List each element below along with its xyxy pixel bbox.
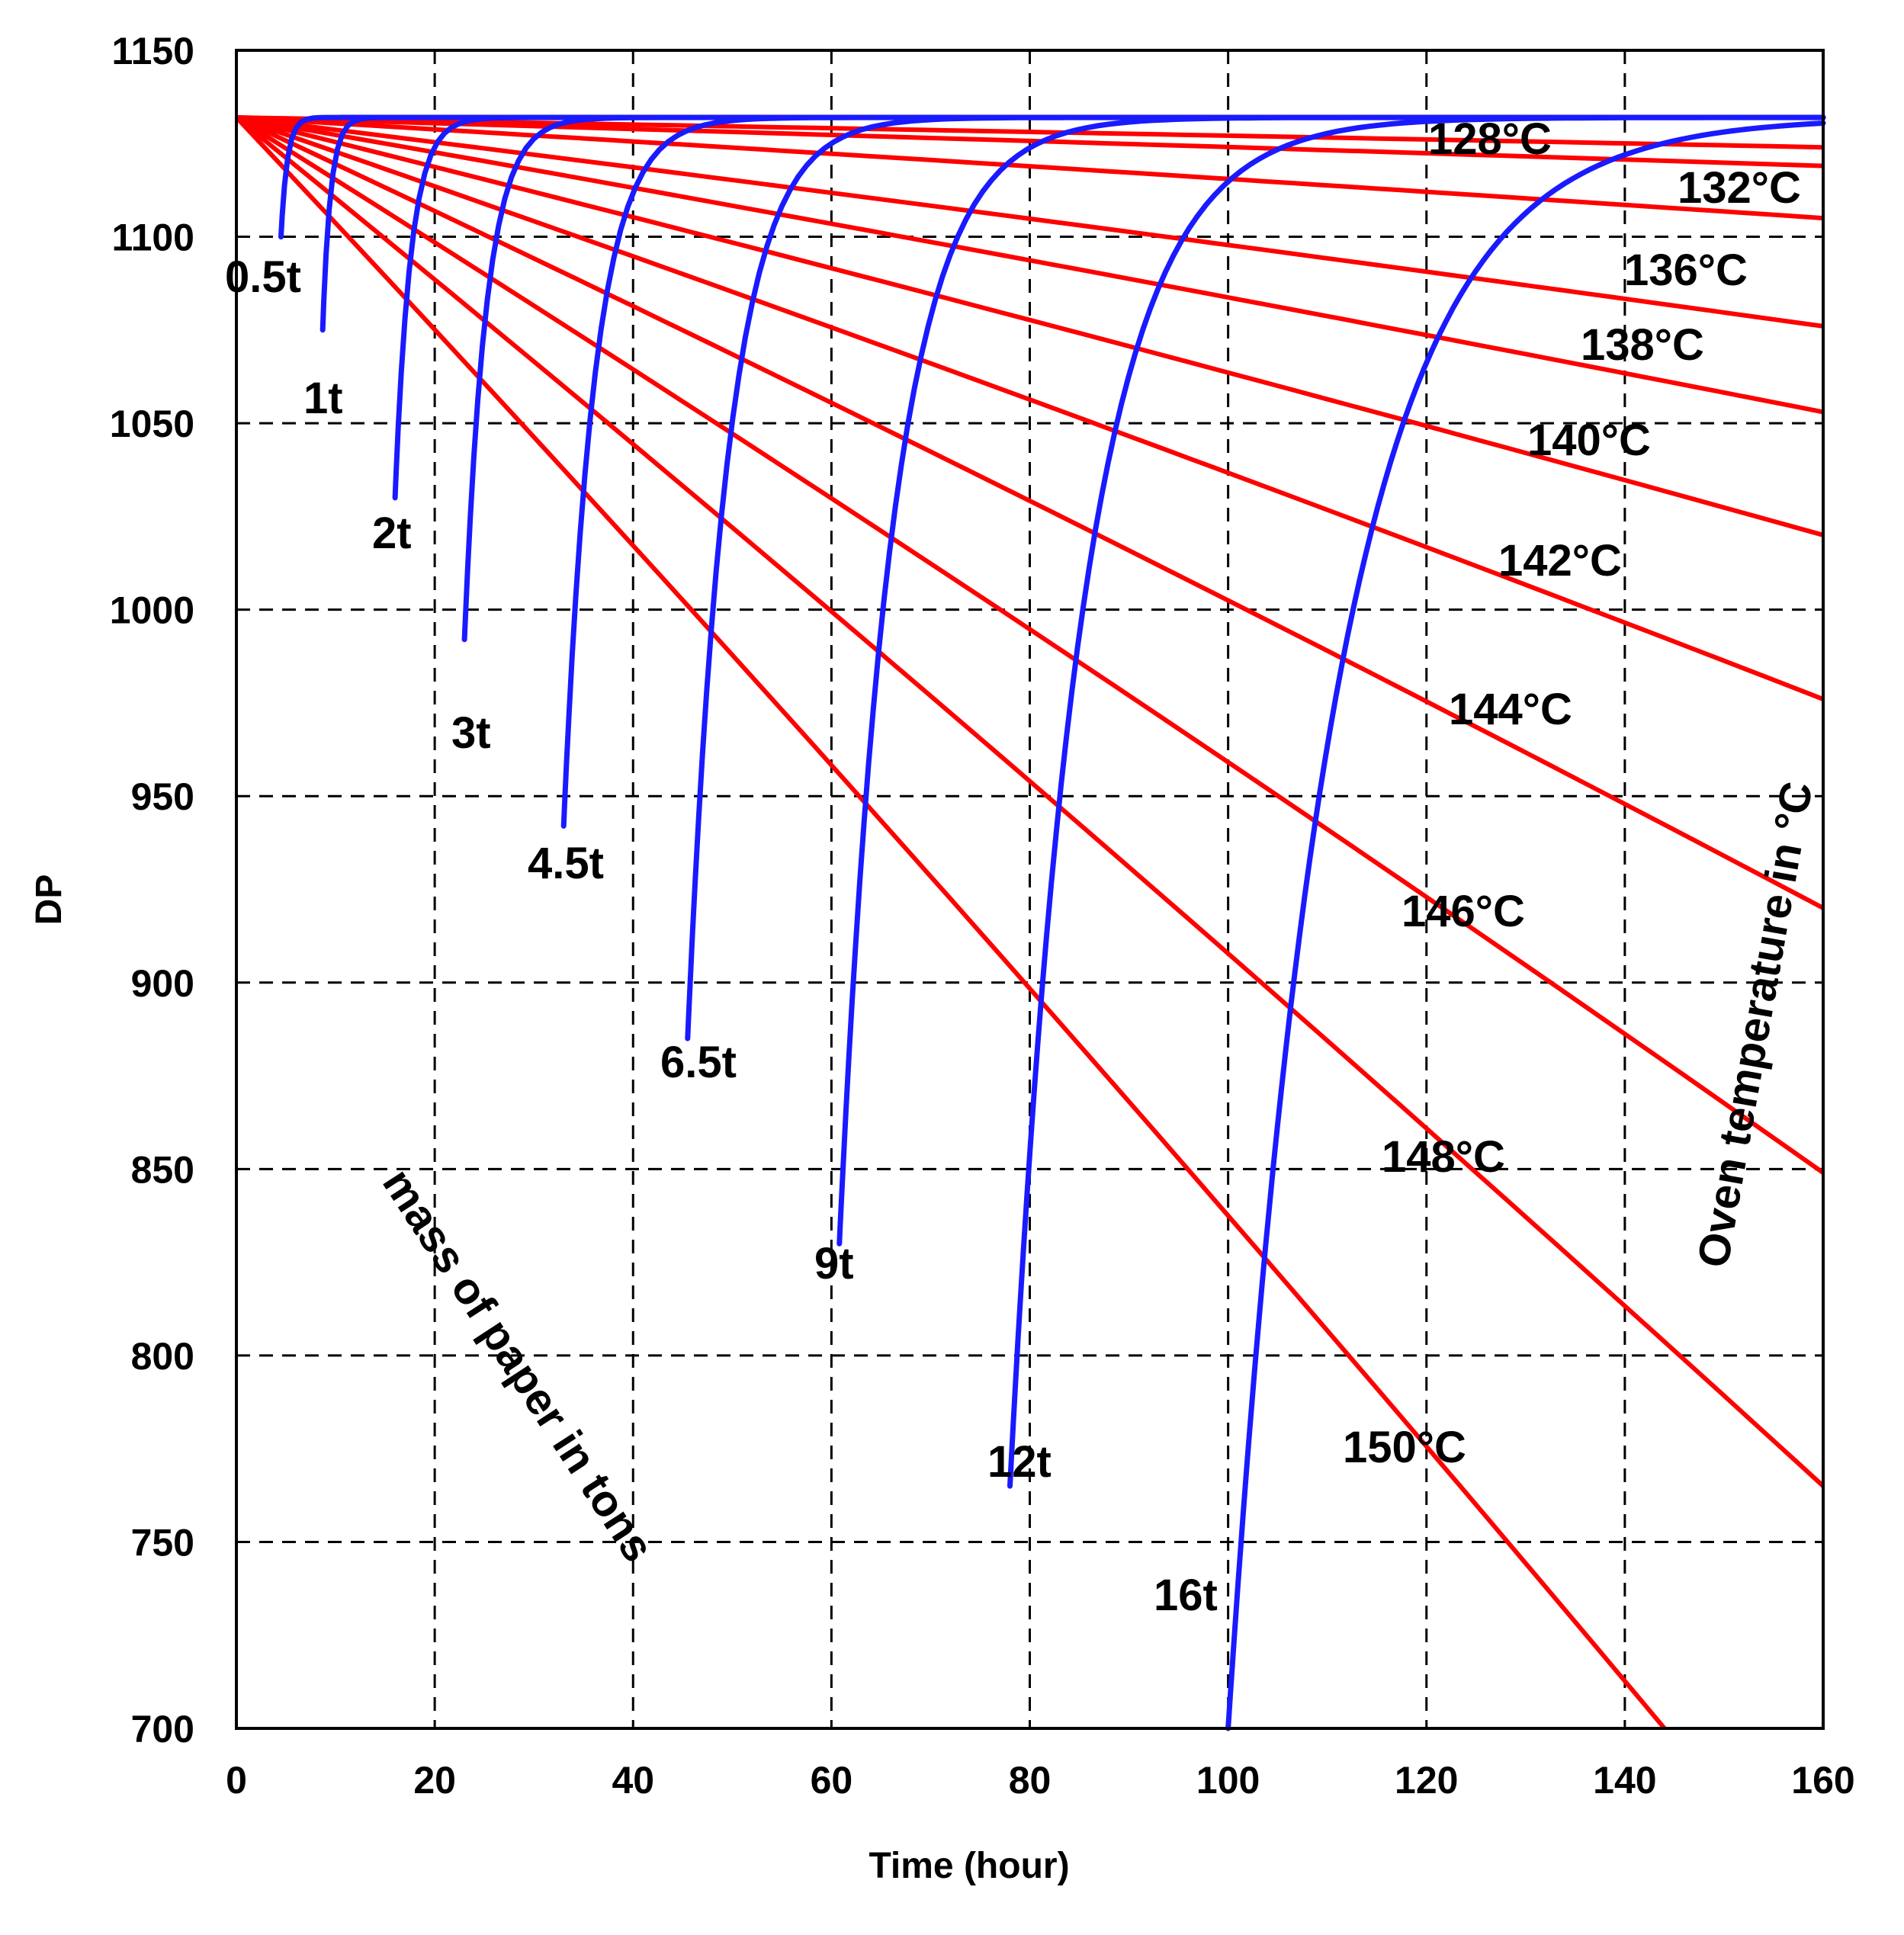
temp-series-146°C (235, 115, 1825, 1175)
mass-series-group (278, 114, 1826, 1731)
y-tick-label: 1000 (110, 589, 194, 632)
temp-label-132: 132°C (1678, 163, 1801, 213)
temp-series-150°C (234, 115, 1667, 1730)
mass-label-12t: 12t (987, 1437, 1052, 1487)
y-tick-label: 700 (131, 1708, 194, 1750)
temp-series-136°C (236, 115, 1824, 329)
y-tick-label: 1100 (112, 217, 194, 259)
x-tick-label: 0 (226, 1759, 247, 1802)
temp-label-136: 136°C (1624, 245, 1748, 295)
x-tick-label: 20 (413, 1759, 456, 1802)
mass-label-0.5t: 0.5t (225, 252, 301, 302)
temp-label-150: 150°C (1343, 1423, 1466, 1472)
y-tick-label: 1050 (110, 403, 194, 445)
y-tick-label: 900 (131, 962, 194, 1005)
mass-label-1t: 1t (303, 374, 343, 423)
temp-label-140: 140°C (1527, 416, 1651, 465)
y-axis-title: DP (29, 874, 69, 926)
mass-label-3t: 3t (451, 708, 491, 758)
x-tick-label: 140 (1593, 1759, 1656, 1802)
mass-series-12t (1007, 114, 1826, 1489)
mass-label-16t: 16t (1154, 1571, 1218, 1620)
x-axis-title: Time (hour) (869, 1846, 1069, 1886)
x-tick-label: 40 (612, 1759, 654, 1802)
y-tick-label: 750 (131, 1521, 194, 1564)
mass-label-9t: 9t (814, 1239, 854, 1288)
temp-label-142: 142°C (1498, 536, 1622, 586)
temp-series-144°C (235, 115, 1825, 910)
mass-label-2t: 2t (372, 509, 412, 558)
mass-axis-title: mass of paper in tons (373, 1160, 663, 1571)
y-tick-label: 950 (131, 775, 194, 818)
x-tick-label: 100 (1196, 1759, 1260, 1802)
temp-label-148: 148°C (1382, 1132, 1505, 1182)
x-tick-label: 160 (1791, 1759, 1854, 1802)
temp-label-146: 146°C (1402, 887, 1525, 936)
temp-series-138°C (236, 115, 1824, 415)
temp-series-128°C (236, 115, 1824, 150)
temp-series-unlabeled-2 (236, 115, 1824, 221)
temperature-axis-title: Oven temperature in °C (1688, 778, 1822, 1272)
axis-ticks: 0 20 40 60 80 100 120 140 160 700 750 800 850 900 950 1… (110, 30, 1855, 1802)
x-tick-label: 60 (811, 1759, 853, 1802)
temp-label-144: 144°C (1449, 685, 1572, 734)
temp-series-148°C (235, 115, 1825, 1488)
plot-frame (235, 49, 1825, 1730)
temp-label-128: 128°C (1428, 114, 1552, 164)
mass-label-4.5t: 4.5t (528, 839, 604, 888)
y-tick-label: 1150 (112, 30, 194, 72)
temp-series-140°C (236, 115, 1824, 538)
temp-label-138: 138°C (1581, 320, 1704, 370)
mass-series-16t (1225, 120, 1826, 1731)
temp-series-132°C (236, 115, 1824, 168)
temperature-series-group (234, 115, 1825, 1730)
x-tick-label: 120 (1395, 1759, 1458, 1802)
y-tick-label: 800 (131, 1335, 194, 1378)
mass-label-6.5t: 6.5t (660, 1038, 737, 1087)
y-tick-label: 850 (131, 1148, 194, 1191)
x-tick-label: 80 (1009, 1759, 1052, 1802)
